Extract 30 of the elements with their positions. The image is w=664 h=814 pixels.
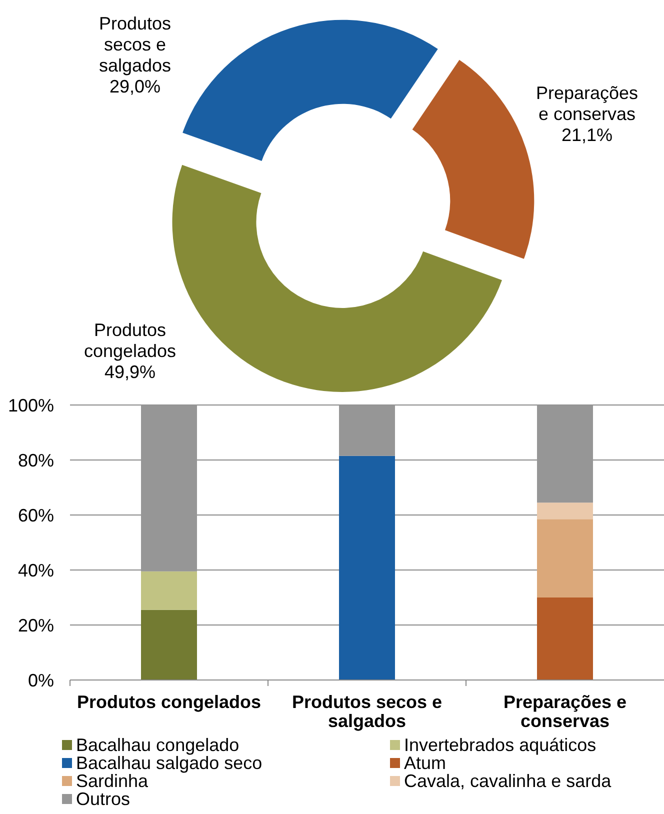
data-label: 49,9% [104,362,156,382]
legend-label: Invertebrados aquáticos [404,735,596,755]
legend-label: Sardinha [76,771,148,791]
bar [339,456,395,680]
bar [141,610,197,680]
legend-label: Cavala, cavalinha e sarda [404,771,612,791]
x-tick-label: Produtos congelados [76,692,262,712]
data-label: 21,1% [561,125,613,145]
y-tick-label: 40% [18,560,54,580]
legend-label: Atum [404,753,446,773]
y-tick-label: 100% [8,395,54,416]
y-tick-label: 20% [18,615,54,636]
data-label: 29,0% [109,76,161,96]
slice-label: Preparações e conservas [536,83,638,124]
legend-label: Bacalhau congelado [76,735,240,755]
bar [141,405,197,572]
bar [339,405,395,456]
y-tick-label: 0% [28,670,54,690]
bar [537,598,593,680]
bar [537,502,593,520]
bar [141,571,197,610]
legend-label: Outros [76,789,130,809]
bar [537,519,593,598]
y-tick-label: 80% [18,450,54,470]
x-tick-label: Preparações e conservas [503,692,627,731]
x-tick-label: Produtos secos e salgados [292,692,442,731]
y-tick-label: 60% [18,505,54,526]
slice-label: Produtos congelados [84,320,176,361]
slice-label: Produtos secos e salgados [98,14,172,76]
bar [537,405,593,503]
